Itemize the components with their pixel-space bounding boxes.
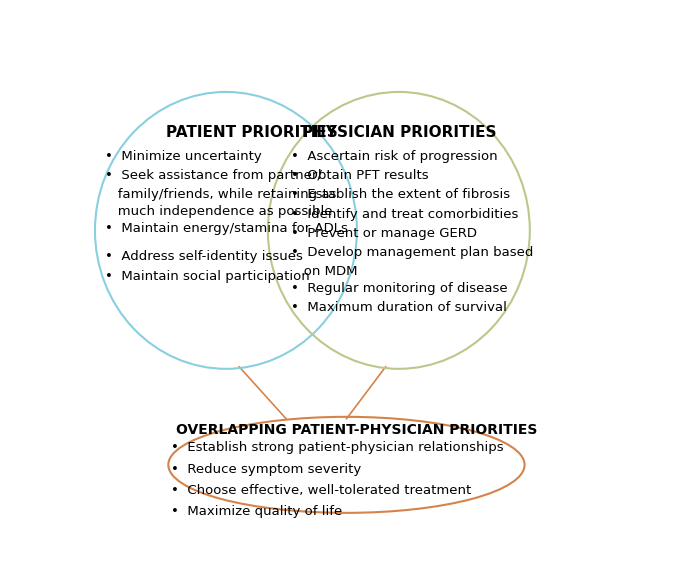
Text: OVERLAPPING PATIENT-PHYSICIAN PRIORITIES: OVERLAPPING PATIENT-PHYSICIAN PRIORITIES: [176, 423, 537, 437]
Text: •  Minimize uncertainty: • Minimize uncertainty: [105, 150, 262, 163]
Text: •  Regular monitoring of disease: • Regular monitoring of disease: [291, 282, 508, 295]
Text: •  Identify and treat comorbidities: • Identify and treat comorbidities: [291, 208, 518, 220]
Text: •  Maximum duration of survival: • Maximum duration of survival: [291, 302, 507, 314]
Text: on MDM: on MDM: [291, 265, 358, 278]
Text: •  Choose effective, well-tolerated treatment: • Choose effective, well-tolerated treat…: [171, 484, 471, 497]
Text: •  Develop management plan based: • Develop management plan based: [291, 246, 534, 259]
Text: •  Reduce symptom severity: • Reduce symptom severity: [171, 463, 361, 476]
Text: •  Prevent or manage GERD: • Prevent or manage GERD: [291, 227, 477, 240]
Text: •  Ascertain risk of progression: • Ascertain risk of progression: [291, 150, 498, 163]
Text: •  Establish strong patient-physician relationships: • Establish strong patient-physician rel…: [171, 441, 504, 454]
Text: •  Establish the extent of fibrosis: • Establish the extent of fibrosis: [291, 188, 510, 201]
Text: •  Obtain PFT results: • Obtain PFT results: [291, 169, 429, 182]
Text: much independence as possible: much independence as possible: [105, 205, 333, 218]
Text: •  Maximize quality of life: • Maximize quality of life: [171, 506, 342, 519]
Text: •  Maintain social participation: • Maintain social participation: [105, 270, 310, 282]
Text: PHYSICIAN PRIORITIES: PHYSICIAN PRIORITIES: [302, 125, 496, 140]
Text: •  Maintain energy/stamina for ADLs: • Maintain energy/stamina for ADLs: [105, 222, 348, 235]
Text: family/friends, while retaining as: family/friends, while retaining as: [105, 188, 337, 201]
Text: •  Seek assistance from partner/: • Seek assistance from partner/: [105, 169, 322, 182]
Text: •  Address self-identity issues: • Address self-identity issues: [105, 251, 304, 263]
Text: PATIENT PRIORITIES: PATIENT PRIORITIES: [166, 125, 337, 140]
